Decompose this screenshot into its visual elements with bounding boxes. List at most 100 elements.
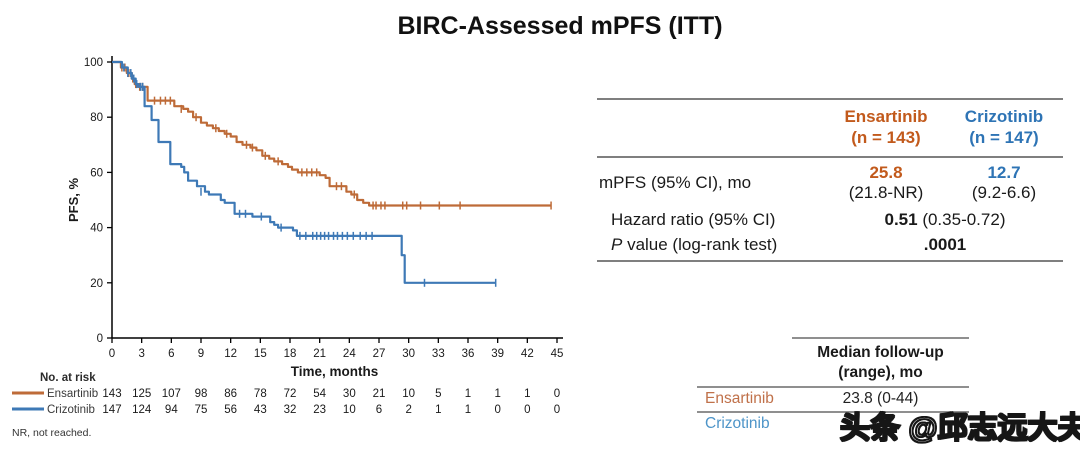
x-tick-label: 12 [224, 348, 237, 360]
x-tick-label: 39 [491, 348, 504, 360]
mpfs-crizotinib-cell: 12.7 (9.2-6.6) [945, 163, 1063, 204]
y-tick-label: 60 [90, 167, 103, 179]
followup-ensartinib-value: 23.8 (0-44) [842, 389, 919, 407]
x-tick-label: 45 [551, 348, 564, 360]
page-title: BIRC-Assessed mPFS (ITT) [397, 12, 723, 40]
mpfs-crizotinib-ci: (9.2-6.6) [971, 183, 1037, 203]
x-tick-label: 3 [138, 348, 144, 360]
at-risk-series-name: Crizotinib [47, 404, 95, 416]
stats-table: Ensartinib (n = 143) Crizotinib (n = 147… [597, 98, 1063, 262]
followup-ensartinib-label: Ensartinib [705, 389, 774, 407]
ensartinib-column-n: (n = 143) [851, 128, 921, 148]
at-risk-count: 78 [254, 388, 267, 400]
x-tick-label: 27 [373, 348, 386, 360]
at-risk-series-name: Ensartinib [47, 388, 98, 400]
y-tick-label: 0 [97, 333, 103, 345]
p-value-label-italic: P [611, 234, 623, 254]
at-risk-count: 147 [102, 404, 121, 416]
followup-row-ensartinib: Ensartinib 23.8 (0-44) [697, 388, 969, 413]
footnote: NR, not reached. [12, 427, 91, 439]
followup-header-line2: (range), mo [838, 363, 923, 381]
at-risk-count: 2 [405, 404, 411, 416]
x-tick-label: 0 [109, 348, 115, 360]
hazard-ratio-cell: 0.51 (0.35-0.72) [827, 210, 1063, 230]
mpfs-crizotinib-value: 12.7 [987, 162, 1021, 182]
y-tick-label: 20 [90, 278, 103, 290]
mpfs-ensartinib-ci: (21.8-NR) [848, 183, 924, 203]
at-risk-count: 6 [376, 404, 382, 416]
at-risk-count: 1 [465, 404, 471, 416]
hazard-ratio-ci: (0.35-0.72) [917, 209, 1006, 229]
followup-table-header: Median follow-up (range), mo [697, 337, 969, 388]
at-risk-count: 32 [284, 404, 297, 416]
x-tick-label: 18 [284, 348, 297, 360]
stats-header-crizotinib: Crizotinib (n = 147) [945, 106, 1063, 149]
x-tick-label: 33 [432, 348, 445, 360]
at-risk-count: 72 [284, 388, 297, 400]
followup-header-cell: Median follow-up (range), mo [792, 337, 969, 383]
hazard-ratio-label: Hazard ratio (95% CI) [611, 209, 776, 229]
at-risk-count: 1 [494, 388, 500, 400]
x-tick-label: 21 [313, 348, 326, 360]
p-value-cell: .0001 [923, 234, 967, 254]
at-risk-count: 0 [524, 404, 530, 416]
followup-table: Median follow-up (range), mo Ensartinib … [697, 337, 969, 436]
crizotinib-column-n: (n = 147) [969, 128, 1039, 148]
x-tick-label: 42 [521, 348, 534, 360]
y-tick-label: 100 [84, 57, 103, 69]
ensartinib-column-name: Ensartinib [844, 107, 928, 126]
stats-table-header: Ensartinib (n = 143) Crizotinib (n = 147… [597, 100, 1063, 158]
y-tick-label: 40 [90, 223, 103, 235]
x-tick-label: 6 [168, 348, 174, 360]
mpfs-ensartinib-cell: 25.8 (21.8-NR) [827, 163, 945, 204]
at-risk-count: 30 [343, 388, 356, 400]
at-risk-count: 0 [494, 404, 500, 416]
followup-header-line1: Median follow-up [817, 344, 944, 361]
p-value-label-rest: value (log-rank test) [622, 234, 778, 254]
curve-ensartinib [112, 60, 552, 207]
at-risk-count: 21 [373, 388, 386, 400]
y-tick-label: 80 [90, 112, 103, 124]
stats-row-mpfs: mPFS (95% CI), mo 25.8 (21.8-NR) 12.7 (9… [597, 158, 1063, 207]
at-risk-count: 124 [132, 404, 152, 416]
x-axis-title: Time, months [291, 364, 379, 379]
at-risk-count: 143 [102, 388, 121, 400]
mpfs-ensartinib-value: 25.8 [869, 162, 903, 182]
y-axis-title: PFS, % [66, 178, 81, 223]
p-value-label: P value (log-rank test) [597, 235, 827, 255]
hazard-ratio-value: 0.51 [884, 209, 918, 229]
at-risk-count: 54 [313, 388, 326, 400]
stats-header-ensartinib: Ensartinib (n = 143) [827, 106, 945, 149]
at-risk-count: 125 [132, 388, 151, 400]
x-tick-label: 24 [343, 348, 356, 360]
crizotinib-column-name: Crizotinib [964, 107, 1044, 126]
at-risk-count: 94 [165, 404, 178, 416]
at-risk-count: 10 [402, 388, 415, 400]
followup-row-crizotinib: Crizotinib [697, 413, 969, 436]
at-risk-count: 0 [554, 388, 560, 400]
at-risk-count: 43 [254, 404, 267, 416]
at-risk-count: 1 [465, 388, 471, 400]
at-risk-count: 10 [343, 404, 356, 416]
at-risk-count: 56 [224, 404, 237, 416]
followup-crizotinib-label: Crizotinib [705, 414, 770, 432]
at-risk-count: 0 [554, 404, 560, 416]
x-tick-label: 15 [254, 348, 267, 360]
mpfs-row-label: mPFS (95% CI), mo [599, 173, 752, 193]
x-tick-label: 30 [402, 348, 415, 360]
x-tick-label: 9 [198, 348, 204, 360]
at-risk-count: 98 [195, 388, 208, 400]
stats-row-hazard-ratio: Hazard ratio (95% CI) 0.51 (0.35-0.72) [597, 207, 1063, 233]
toutiao-watermark: 头条 @邱志远大夫 [839, 411, 1080, 446]
at-risk-count: 75 [195, 404, 208, 416]
at-risk-count: 1 [435, 404, 441, 416]
at-risk-label: No. at risk [40, 372, 96, 384]
at-risk-count: 107 [162, 388, 181, 400]
stats-header-empty-cell [597, 106, 827, 149]
x-tick-label: 36 [462, 348, 475, 360]
at-risk-count: 86 [224, 388, 237, 400]
stats-row-p-value: P value (log-rank test) .0001 [597, 233, 1063, 260]
at-risk-count: 1 [524, 388, 530, 400]
